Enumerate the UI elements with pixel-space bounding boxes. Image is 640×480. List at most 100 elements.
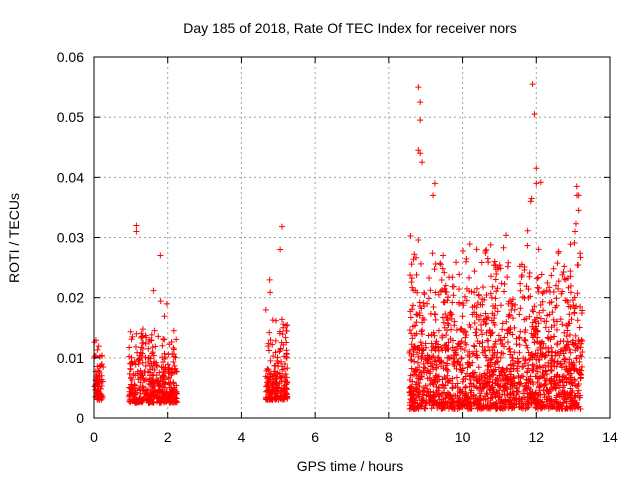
data-point [442,375,449,382]
data-point [503,365,510,372]
data-point [408,396,415,403]
data-point [484,337,491,344]
data-point [430,343,437,350]
data-point [572,393,579,400]
data-point [421,289,428,296]
data-point [408,275,415,282]
data-point [443,331,450,338]
data-point [409,404,416,411]
data-point [270,378,277,385]
data-point [266,329,273,336]
data-point [564,338,571,345]
data-point [537,302,544,309]
data-point [512,301,519,308]
data-point [521,316,528,323]
data-point [156,383,163,390]
data-point [483,405,490,412]
data-point [439,404,446,411]
data-point [168,372,175,379]
data-point [447,312,454,319]
data-point [575,381,582,388]
data-point [408,357,415,364]
data-point [419,373,426,380]
data-point [456,286,463,293]
data-point [127,365,134,372]
data-point [267,357,274,364]
data-point [555,285,562,292]
data-point [492,366,499,373]
data-point [485,314,492,321]
y-tick-label: 0 [76,410,84,426]
data-point [449,384,456,391]
data-point [126,344,133,351]
data-point [421,364,428,371]
data-point [571,309,578,316]
data-point [408,306,415,313]
data-point [567,241,574,248]
data-point [557,316,564,323]
data-point [266,370,273,377]
data-point [490,319,497,326]
data-point [462,329,469,336]
data-point [493,288,500,295]
data-point [506,368,513,375]
data-point [543,318,550,325]
data-point [554,260,561,267]
data-point [127,360,134,367]
data-point [443,392,450,399]
data-point [564,327,571,334]
data-point [136,395,143,402]
data-point [439,381,446,388]
data-point [435,373,442,380]
data-point [541,394,548,401]
data-point [465,274,472,281]
data-point [470,369,477,376]
data-point [139,333,146,340]
data-point [137,367,144,374]
data-point [275,385,282,392]
data-point [406,389,413,396]
data-point [529,307,536,314]
data-point [529,361,536,368]
data-point [573,366,580,373]
data-point [559,288,566,295]
data-point [428,377,435,384]
data-point [525,362,532,369]
data-point [129,333,136,340]
data-point [476,316,483,323]
data-point [441,269,448,276]
data-point [508,403,515,410]
data-point [451,318,458,325]
data-point [167,379,174,386]
data-point [561,329,568,336]
data-point [471,289,478,296]
data-point [487,241,494,248]
data-point [480,284,487,291]
data-point [567,349,574,356]
data-point [573,402,580,409]
data-point [412,367,419,374]
data-point [437,288,444,295]
data-point [526,273,533,280]
data-point [410,351,417,358]
data-point [535,288,542,295]
data-point [283,353,290,360]
data-point [442,382,449,389]
data-point [461,293,468,300]
data-point [492,340,499,347]
data-point [134,389,141,396]
data-point [525,400,532,407]
data-point [541,288,548,295]
data-point [463,255,470,262]
data-point [415,147,422,154]
data-point [409,399,416,406]
data-point [545,328,552,335]
data-point [560,382,567,389]
data-point [442,399,449,406]
data-point [470,381,477,388]
data-point [576,358,583,365]
data-point [440,299,447,306]
data-point [492,393,499,400]
data-point [571,294,578,301]
